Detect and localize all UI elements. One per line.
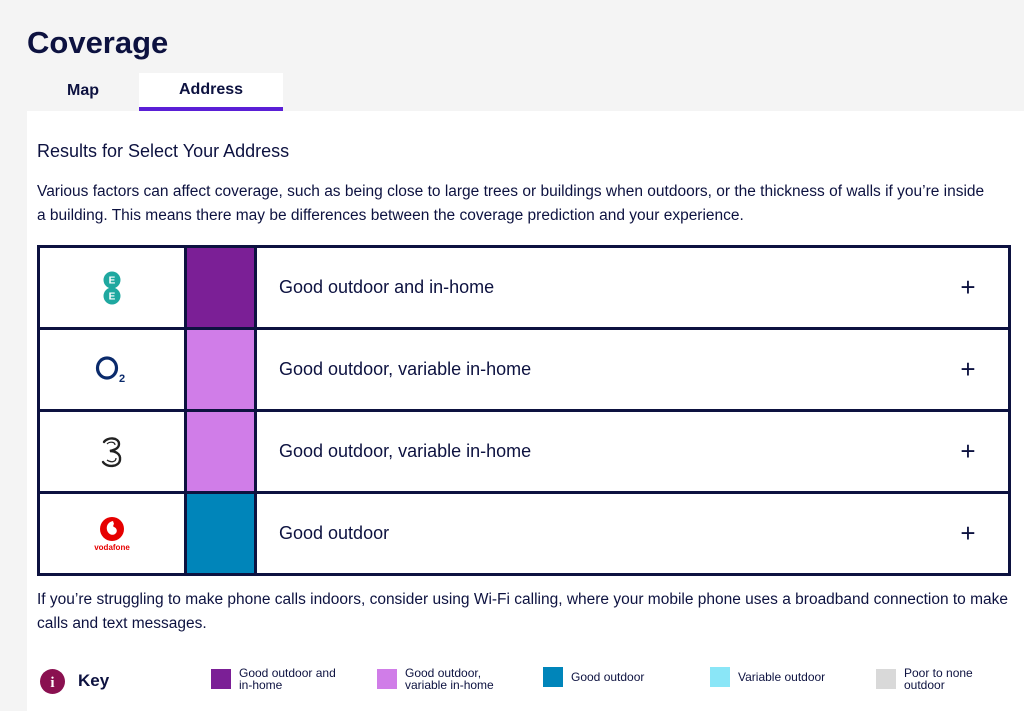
results-heading: Results for Select Your Address: [37, 141, 290, 161]
coverage-swatch: [187, 248, 257, 327]
coverage-swatch: [187, 330, 257, 409]
key-item-label: Poor to none outdoor: [904, 666, 973, 692]
wifi-calling-note: If you’re struggling to make phone calls…: [37, 591, 1009, 632]
three-logo-icon: [101, 436, 122, 467]
coverage-swatch: [187, 494, 257, 573]
key-item-label: Good outdoor, variable in-home: [405, 666, 494, 692]
key-item-label: Variable outdoor: [738, 670, 826, 684]
coverage-status: Good outdoor, variable in-home: [279, 359, 532, 379]
vodafone-logo-icon: vodafone: [94, 516, 130, 552]
key-swatch: [377, 669, 397, 689]
coverage-tabs: Map Address: [27, 73, 283, 111]
key-item: Poor to none outdoor: [876, 667, 1004, 691]
vodafone-logo-text: vodafone: [94, 542, 130, 552]
expand-icon[interactable]: +: [960, 436, 976, 466]
operator-logo-cell: vodafone: [40, 494, 187, 573]
svg-text:E: E: [109, 291, 116, 302]
key-item: Good outdoor and in-home: [211, 667, 339, 691]
key-swatch: [876, 669, 896, 689]
tab-address[interactable]: Address: [139, 73, 283, 111]
coverage-key: i Key Good outdoor and in-home Good outd…: [40, 667, 1010, 697]
svg-text:2: 2: [119, 373, 125, 385]
tab-map[interactable]: Map: [27, 73, 139, 109]
operator-row-three[interactable]: Good outdoor, variable in-home +: [40, 412, 1008, 494]
operator-row-o2[interactable]: 2 Good outdoor, variable in-home +: [40, 330, 1008, 412]
coverage-status: Good outdoor: [279, 523, 390, 543]
expand-icon[interactable]: +: [960, 354, 976, 384]
results-panel: Results for Select Your Address Various …: [27, 111, 1024, 711]
expand-icon[interactable]: +: [960, 272, 976, 302]
key-item: Good outdoor: [543, 667, 671, 687]
key-swatch: [543, 667, 563, 687]
ee-logo-icon: E E: [103, 271, 121, 304]
coverage-status: Good outdoor and in-home: [279, 277, 495, 297]
svg-text:E: E: [109, 275, 116, 286]
operator-logo-cell: 2: [40, 330, 187, 409]
coverage-status: Good outdoor, variable in-home: [279, 441, 532, 461]
coverage-table: E E Good outdoor and in-home + 2 Good ou…: [37, 245, 1011, 576]
key-item: Variable outdoor: [710, 667, 838, 687]
intro-text: Various factors can affect coverage, suc…: [37, 183, 985, 224]
info-icon[interactable]: i: [40, 669, 65, 699]
operator-row-ee[interactable]: E E Good outdoor and in-home +: [40, 248, 1008, 330]
expand-icon[interactable]: +: [960, 518, 976, 548]
coverage-swatch: [187, 412, 257, 491]
key-item-label: Good outdoor and in-home: [239, 666, 336, 692]
o2-logo-icon: 2: [95, 355, 125, 385]
operator-logo-cell: [40, 412, 187, 491]
key-swatch: [710, 667, 730, 687]
key-label: Key: [78, 671, 110, 690]
operator-row-vodafone[interactable]: vodafone Good outdoor +: [40, 494, 1008, 573]
key-item: Good outdoor, variable in-home: [377, 667, 505, 691]
page-title: Coverage: [27, 25, 169, 60]
info-icon-glyph: i: [50, 675, 54, 691]
key-item-label: Good outdoor: [571, 670, 645, 684]
key-swatch: [211, 669, 231, 689]
operator-logo-cell: E E: [40, 248, 187, 327]
